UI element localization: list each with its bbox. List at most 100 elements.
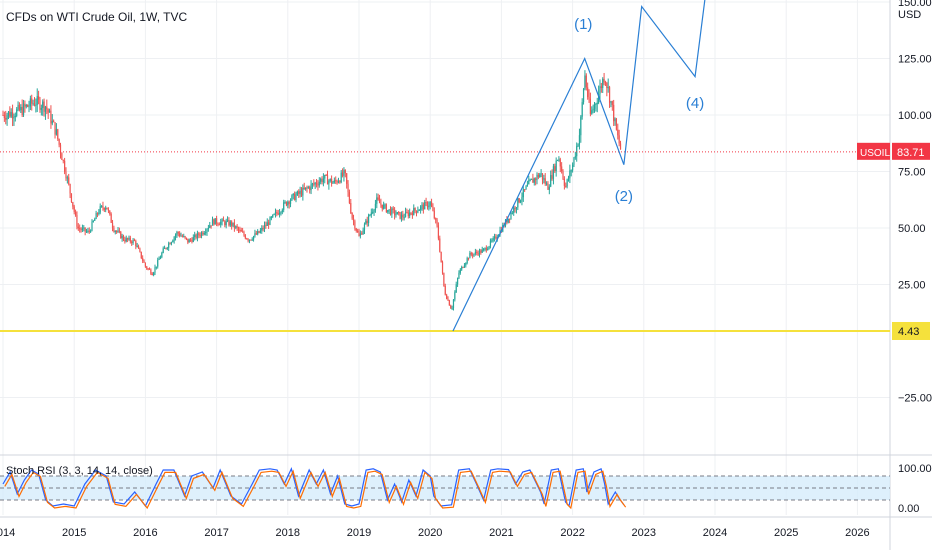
rsi-y-tick-label: 0.00 [898,503,919,515]
candle-body [218,224,220,226]
candle-body [332,182,334,184]
candle-body [317,184,319,186]
candle-body [608,87,611,103]
candle-body [420,206,422,210]
candle-body [380,203,382,205]
candle-body [91,221,93,231]
candle-body [370,212,372,216]
candle-body [376,197,378,204]
candle-body [228,219,230,226]
candle-body [328,180,330,185]
candle-body [188,239,190,243]
candle-body [429,202,431,206]
candle-body [222,219,225,222]
candle-body [161,252,163,258]
x-tick-label: 2020 [418,527,442,539]
candle-body [318,181,320,186]
candle-body [268,222,270,225]
candle-body [519,200,522,203]
candle-body [467,258,470,260]
y-tick-label: 50.00 [898,223,926,235]
candle-body [121,235,123,239]
candle-body [617,129,619,136]
candle-body [151,273,153,276]
candle-body [402,214,404,218]
candle-body [61,153,63,161]
x-tick-label: 2023 [632,527,656,539]
candle-body [2,115,4,116]
candle-body [233,222,235,228]
candle-body [526,184,529,187]
candle-body [7,111,10,116]
rsi-title: Stoch RSI (3, 3, 14, 14, close) [6,465,153,477]
candle-body [265,225,267,227]
candle-body [437,225,440,239]
candle-body [346,173,348,184]
candle-body [413,208,415,216]
candle-body [54,122,56,135]
candle-body [220,221,222,225]
y-tick-label: 125.00 [898,54,932,66]
candle-body [415,210,418,213]
candle-body [196,233,199,239]
candle-body [55,129,57,135]
candle-body [551,175,553,179]
candle-body [111,222,114,228]
candle-body [524,189,526,191]
candle-body [85,231,88,233]
candle-body [433,210,435,219]
candle-body [137,245,140,249]
candle-body [259,230,262,233]
candle-body [150,269,152,274]
candle-body [70,193,73,203]
candle-body [116,230,118,232]
candle-body [298,191,300,194]
candle-body [51,120,53,124]
candle-body [214,218,216,225]
candle-body [21,106,23,116]
candle-body [333,180,335,183]
candle-body [358,232,360,237]
candle-body [244,235,246,239]
candle-body [95,213,97,220]
candle-body [239,229,241,231]
candle-body [435,218,437,220]
candle-body [311,183,314,185]
candle-body [541,173,544,180]
candle-body [58,138,60,145]
candle-body [14,115,16,118]
candle-body [600,86,602,88]
candle-body [83,227,85,229]
candle-body [305,187,307,189]
candle-body [132,239,134,244]
candle-body [42,101,44,108]
candle-body [29,98,31,107]
candle-body [320,178,322,182]
x-tick-label: 2016 [133,527,157,539]
candle-body [582,89,585,103]
candle-body [140,251,142,259]
candle-body [458,272,460,279]
candle-body [595,104,597,106]
candle-body [181,235,183,237]
x-tick-label: 2026 [845,527,869,539]
candle-body [300,190,303,196]
candle-body [367,215,370,224]
candle-body [24,103,26,107]
x-tick-label: 2014 [0,527,15,539]
candle-body [35,104,37,106]
candle-body [96,213,99,215]
candle-body [461,266,463,270]
candle-body [573,157,575,165]
candle-body [574,156,576,158]
candle-body [87,230,89,232]
candle-body [485,247,487,251]
candle-body [247,239,249,241]
candle-body [456,278,459,285]
candle-body [17,104,19,110]
candle-body [613,104,615,122]
candle-body [254,233,256,237]
candle-body [355,228,357,231]
